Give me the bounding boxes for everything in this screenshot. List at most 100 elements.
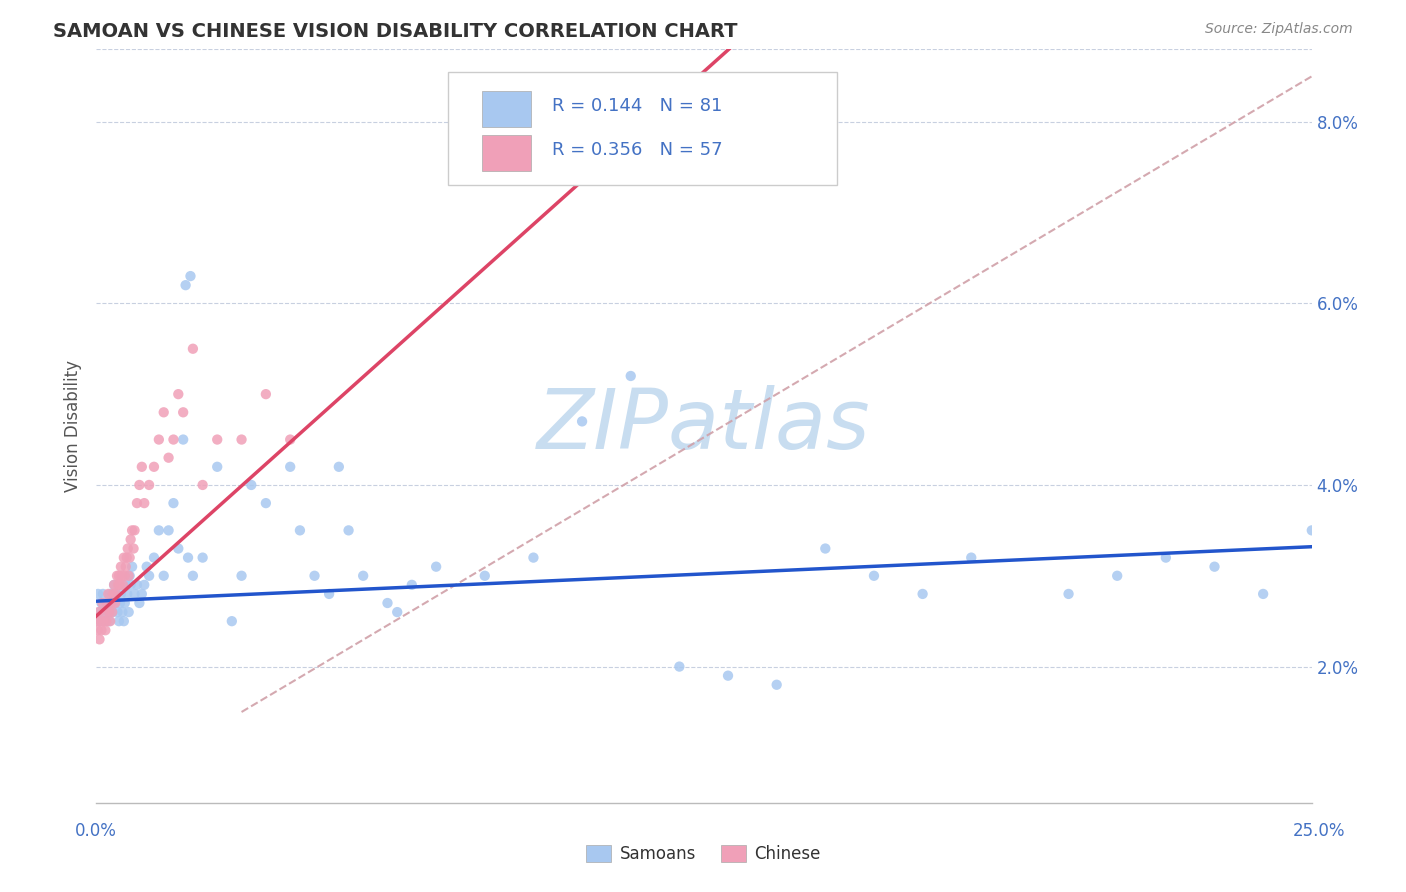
- Point: [118, 550, 141, 565]
- Point: [98, 587, 121, 601]
- Point: [98, 605, 121, 619]
- Point: [162, 433, 184, 447]
- Point: [87, 587, 110, 601]
- Point: [124, 587, 146, 601]
- Point: [111, 578, 134, 592]
- Point: [571, 414, 593, 428]
- Y-axis label: Vision Disability: Vision Disability: [63, 360, 82, 491]
- Point: [86, 614, 108, 628]
- Point: [134, 578, 156, 592]
- Point: [240, 478, 263, 492]
- Point: [401, 578, 423, 592]
- Point: [96, 596, 118, 610]
- Point: [98, 614, 121, 628]
- Point: [814, 541, 837, 556]
- Point: [89, 605, 111, 619]
- Legend: Samoans, Chinese: Samoans, Chinese: [579, 838, 828, 870]
- Point: [97, 605, 120, 619]
- Point: [112, 550, 135, 565]
- Point: [120, 533, 142, 547]
- Point: [717, 668, 740, 682]
- Point: [172, 433, 194, 447]
- Bar: [482, 135, 531, 171]
- Point: [101, 605, 124, 619]
- Point: [138, 568, 160, 582]
- Point: [108, 614, 131, 628]
- Point: [100, 596, 122, 610]
- Text: 0.0%: 0.0%: [75, 822, 117, 840]
- Point: [960, 550, 983, 565]
- Point: [125, 578, 148, 592]
- Point: [174, 278, 197, 293]
- Point: [1251, 587, 1274, 601]
- Point: [111, 605, 134, 619]
- Point: [107, 605, 129, 619]
- Text: 25.0%: 25.0%: [1292, 822, 1346, 840]
- Point: [96, 596, 118, 610]
- Point: [89, 632, 111, 647]
- Point: [181, 342, 204, 356]
- Point: [1154, 550, 1177, 565]
- Point: [121, 559, 143, 574]
- Point: [87, 605, 110, 619]
- Point: [118, 605, 141, 619]
- Point: [91, 587, 114, 601]
- Point: [90, 596, 112, 610]
- Point: [134, 496, 156, 510]
- Point: [103, 578, 125, 592]
- Point: [94, 614, 117, 628]
- Point: [304, 568, 326, 582]
- Point: [101, 605, 124, 619]
- Point: [93, 614, 115, 628]
- Point: [620, 369, 643, 384]
- Point: [143, 550, 166, 565]
- Point: [124, 524, 146, 538]
- Point: [89, 614, 111, 628]
- Text: R = 0.144   N = 81: R = 0.144 N = 81: [551, 97, 723, 115]
- Point: [167, 387, 190, 401]
- Point: [135, 559, 157, 574]
- Point: [863, 568, 886, 582]
- Point: [105, 568, 128, 582]
- Point: [115, 550, 138, 565]
- Text: SAMOAN VS CHINESE VISION DISABILITY CORRELATION CHART: SAMOAN VS CHINESE VISION DISABILITY CORR…: [53, 22, 738, 41]
- Point: [157, 450, 180, 465]
- Point: [89, 614, 111, 628]
- Point: [765, 678, 787, 692]
- Point: [278, 433, 301, 447]
- Point: [668, 659, 690, 673]
- Point: [104, 596, 127, 610]
- Point: [121, 524, 143, 538]
- Point: [1301, 524, 1323, 538]
- Point: [352, 568, 374, 582]
- Point: [108, 578, 131, 592]
- Point: [112, 614, 135, 628]
- Point: [231, 568, 253, 582]
- Point: [131, 459, 153, 474]
- Point: [191, 550, 214, 565]
- Point: [105, 587, 128, 601]
- Point: [114, 559, 136, 574]
- Point: [93, 605, 115, 619]
- Point: [148, 524, 170, 538]
- Point: [111, 568, 134, 582]
- Point: [120, 578, 142, 592]
- Point: [1057, 587, 1080, 601]
- Point: [162, 496, 184, 510]
- Point: [387, 605, 409, 619]
- Point: [128, 596, 150, 610]
- Point: [152, 568, 174, 582]
- Point: [101, 587, 124, 601]
- Point: [337, 524, 360, 538]
- Point: [110, 587, 132, 601]
- Point: [231, 433, 253, 447]
- Point: [100, 596, 122, 610]
- Text: ZIPatlas: ZIPatlas: [537, 385, 870, 467]
- Point: [1107, 568, 1129, 582]
- Point: [177, 550, 200, 565]
- Point: [114, 568, 136, 582]
- Point: [110, 559, 132, 574]
- Point: [91, 596, 114, 610]
- Point: [105, 587, 128, 601]
- Point: [328, 459, 350, 474]
